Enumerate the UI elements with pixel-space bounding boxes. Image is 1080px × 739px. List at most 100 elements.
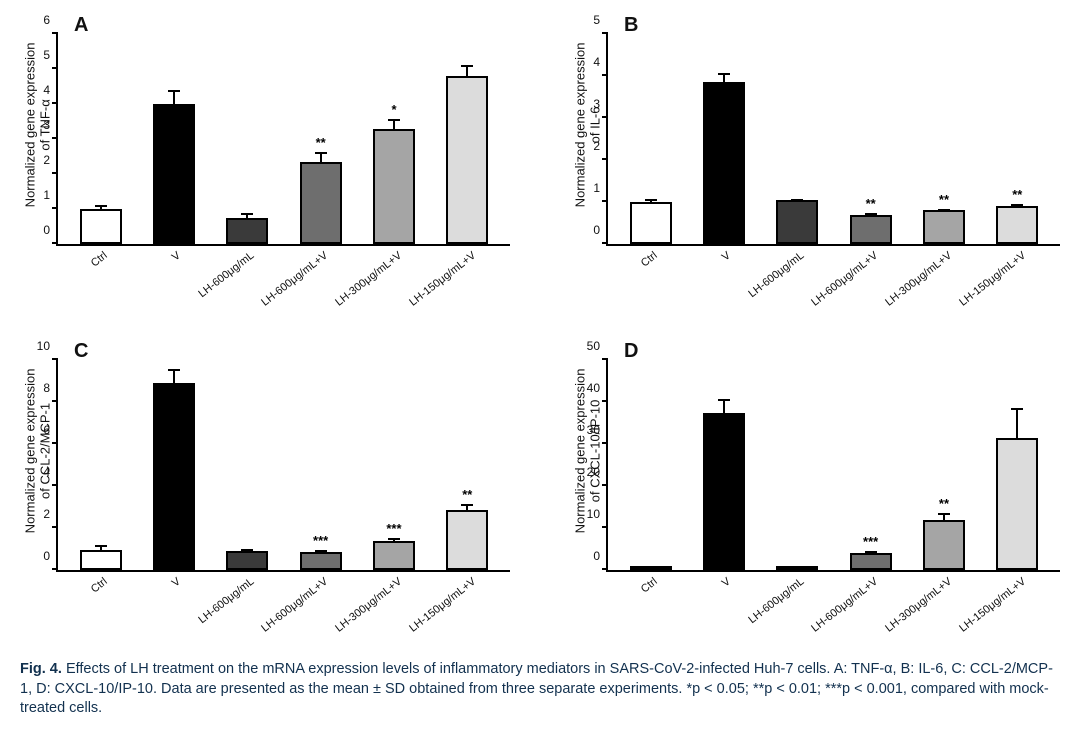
bar-group: [68, 34, 133, 244]
error-bar: [393, 538, 395, 543]
bar: [630, 566, 672, 570]
y-tick-label: 0: [28, 549, 50, 563]
bar: ***: [373, 541, 415, 570]
panel-A: ANormalized gene expressionof TNF-α01234…: [20, 20, 510, 316]
error-cap: [95, 545, 107, 547]
x-tick-label: LH-600μg/mL: [197, 576, 257, 627]
y-tick-label: 8: [28, 381, 50, 395]
y-tick-label: 6: [28, 423, 50, 437]
y-tick-label: 5: [578, 13, 600, 27]
bar: [153, 383, 195, 570]
error-bar: [943, 513, 945, 522]
error-bar: [796, 566, 798, 568]
error-bar: [1016, 204, 1018, 209]
y-tick-label: 10: [28, 339, 50, 353]
significance-marker: *: [391, 102, 396, 117]
bar-group: [215, 360, 280, 570]
bar-group: [141, 360, 206, 570]
bar: ***: [850, 553, 892, 570]
error-bar: [466, 65, 468, 78]
significance-marker: ***: [386, 521, 401, 536]
error-bar: [246, 213, 248, 220]
y-tick-label: 4: [28, 465, 50, 479]
bar: **: [850, 215, 892, 244]
significance-marker: **: [316, 135, 326, 150]
x-tick-label: LH-600μg/mL: [747, 576, 807, 627]
bar: [80, 550, 122, 570]
error-bar: [1016, 408, 1018, 439]
figure-caption: Fig. 4. Effects of LH treatment on the m…: [20, 660, 1060, 719]
bar: [630, 202, 672, 244]
error-cap: [168, 90, 180, 92]
bar-group: **: [288, 34, 353, 244]
y-tick-label: 30: [578, 423, 600, 437]
bar-group: [691, 34, 756, 244]
error-bar: [943, 209, 945, 213]
error-cap: [718, 399, 730, 401]
y-tick-label: 3: [578, 97, 600, 111]
bar-group: [215, 34, 280, 244]
plot-area: 0123456***: [56, 34, 510, 246]
error-bar: [246, 549, 248, 553]
bar-group: [68, 360, 133, 570]
x-axis-labels: CtrlVLH-600μg/mLLH-600μg/mL+VLH-300μg/mL…: [56, 572, 510, 642]
error-cap: [791, 199, 803, 201]
x-tick-label: Ctrl: [639, 250, 660, 270]
error-cap: [1011, 408, 1023, 410]
bar-group: [435, 34, 500, 244]
error-bar: [870, 213, 872, 217]
bar-group: [765, 360, 830, 570]
error-cap: [95, 205, 107, 207]
error-cap: [241, 549, 253, 551]
y-tick-label: 0: [578, 549, 600, 563]
bar-group: [141, 34, 206, 244]
plot-area: 0246810********: [56, 360, 510, 572]
bar: [703, 413, 745, 571]
x-tick-label: V: [720, 250, 733, 264]
panel-B: BNormalized gene expressionof IL-6012345…: [570, 20, 1060, 316]
y-tick-label: 50: [578, 339, 600, 353]
bar: [80, 209, 122, 244]
y-tick-label: 4: [28, 83, 50, 97]
error-bar: [393, 119, 395, 130]
x-tick-label: Ctrl: [89, 250, 110, 270]
bar: [226, 551, 268, 570]
significance-marker: **: [939, 192, 949, 207]
bar-group: [618, 360, 683, 570]
bar: [776, 566, 818, 570]
error-cap: [865, 551, 877, 553]
x-tick-label: LH-600μg/mL: [197, 250, 257, 301]
x-axis-labels: CtrlVLH-600μg/mLLH-600μg/mL+VLH-300μg/mL…: [606, 246, 1060, 316]
bar-group: **: [838, 34, 903, 244]
bar: [703, 82, 745, 244]
x-axis-labels: CtrlVLH-600μg/mLLH-600μg/mL+VLH-300μg/mL…: [56, 246, 510, 316]
bar: **: [996, 206, 1038, 244]
bar-group: ***: [361, 360, 426, 570]
error-cap: [645, 566, 657, 568]
caption-lead: Fig. 4.: [20, 661, 62, 677]
bar: [226, 218, 268, 244]
error-cap: [791, 566, 803, 568]
x-tick-label: V: [170, 250, 183, 264]
error-bar: [320, 550, 322, 554]
bar: ***: [300, 552, 342, 570]
error-bar: [173, 369, 175, 385]
x-tick-label: Ctrl: [639, 576, 660, 596]
y-tick-label: 3: [28, 118, 50, 132]
bar-group: **: [911, 360, 976, 570]
error-bar: [466, 504, 468, 512]
error-bar: [870, 551, 872, 556]
bar-group: **: [985, 34, 1050, 244]
error-bar: [320, 152, 322, 163]
error-bar: [723, 399, 725, 415]
bar: *: [373, 129, 415, 245]
y-tick-label: 5: [28, 48, 50, 62]
y-tick-label: 0: [578, 223, 600, 237]
plot-area: 012345******: [606, 34, 1060, 246]
y-tick-label: 1: [578, 181, 600, 195]
bar-group: [765, 34, 830, 244]
bar-group: **: [911, 34, 976, 244]
significance-marker: **: [1012, 187, 1022, 202]
error-cap: [461, 504, 473, 506]
y-tick-label: 40: [578, 381, 600, 395]
